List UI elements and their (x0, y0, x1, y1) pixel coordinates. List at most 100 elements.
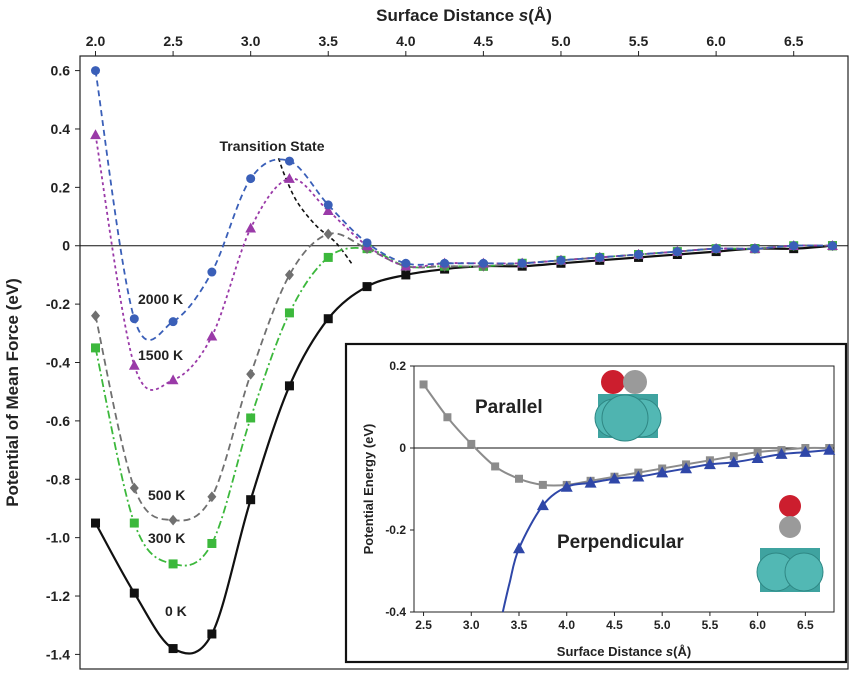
inset-x-tick-label: 4.0 (558, 618, 575, 632)
data-point (634, 249, 644, 259)
data-point (128, 359, 140, 370)
inset-y-tick-label: 0 (399, 441, 406, 455)
data-point (632, 470, 645, 482)
series-label: 300 K (148, 530, 185, 546)
data-point (608, 472, 621, 484)
x-axis-title-unit: (Å) (528, 6, 552, 25)
data-point (91, 310, 101, 322)
data-point (440, 258, 450, 268)
series-2000-k: 2000 K (91, 66, 837, 341)
x-tick-label: 3.0 (241, 33, 261, 49)
series-label: 2000 K (138, 291, 183, 307)
data-point (246, 495, 256, 505)
inset-y-axis-title: Potential Energy (eV) (361, 424, 376, 555)
data-point (207, 491, 217, 503)
surface-atom (601, 394, 649, 442)
series-line (94, 70, 833, 341)
data-point (168, 514, 178, 526)
carbon-atom-icon (623, 370, 647, 394)
y-tick-label: -0.2 (46, 296, 70, 312)
data-point (672, 247, 682, 257)
x-tick-label: 2.0 (86, 33, 106, 49)
y-tick-label: -0.8 (46, 471, 70, 487)
data-point (560, 480, 573, 492)
x-tick-label: 4.0 (396, 33, 416, 49)
data-point (401, 258, 411, 268)
data-point (751, 452, 764, 463)
data-point (129, 588, 139, 598)
inset-chart: 2.5 3.0 3.5 4.0 4.5 5.0 5.5 6.0 6.5 0.2 0 -0.2 -0.4 S… (344, 342, 848, 664)
data-point (680, 462, 693, 474)
series-label: 1500 K (138, 347, 183, 363)
data-point (168, 559, 178, 569)
data-point (323, 228, 333, 240)
series-label: 0 K (165, 603, 187, 619)
y-tick-label: 0.4 (51, 121, 71, 137)
y-tick-label: -1.4 (46, 646, 70, 662)
oxygen-atom-icon (601, 370, 625, 394)
data-point (478, 258, 488, 268)
inset-x-axis-title-unit: (Å) (673, 644, 691, 659)
y-tick-label: -0.4 (46, 355, 70, 371)
data-point (703, 458, 716, 470)
carbon-atom-icon (779, 516, 801, 538)
data-point (91, 66, 101, 76)
data-point (362, 238, 372, 248)
data-point (419, 380, 428, 389)
data-point (711, 244, 721, 254)
y-tick-label: 0.2 (51, 179, 71, 195)
transition-state-path (277, 157, 353, 264)
inset-x-tick-label: 6.5 (797, 618, 814, 632)
data-point (467, 439, 476, 448)
inset-x-tick-label: 4.5 (606, 618, 623, 632)
data-point (129, 314, 139, 324)
y-axis-title: Potential of Mean Force (eV) (3, 278, 22, 507)
y-tick-label: 0 (62, 238, 70, 254)
inset-x-tick-label: 3.0 (463, 618, 480, 632)
perpendicular-surface-icon (756, 495, 824, 592)
data-point (284, 381, 294, 391)
inset-plot-frame (413, 365, 835, 613)
series-label: 500 K (148, 487, 185, 503)
data-point (168, 317, 178, 327)
data-point (799, 445, 812, 457)
x-axis-title-var: s (519, 6, 528, 25)
data-point (129, 518, 139, 528)
data-point (91, 343, 101, 353)
data-point (245, 222, 257, 233)
data-point (207, 629, 217, 639)
data-point (323, 200, 333, 210)
data-point (536, 499, 549, 511)
data-point (167, 374, 179, 385)
series-label: Perpendicular (557, 532, 684, 553)
data-point (90, 129, 101, 140)
data-point (401, 270, 411, 280)
data-point (246, 368, 256, 380)
data-point (206, 330, 218, 341)
data-point (775, 447, 788, 459)
y-tick-label: -1.0 (46, 530, 70, 546)
data-point (538, 480, 547, 489)
inset-x-axis-title-var: s (666, 644, 673, 659)
inset-x-tick-label: 3.5 (511, 618, 528, 632)
data-point (517, 258, 527, 268)
main-chart: 2.0 2.5 3.0 3.5 4.0 4.5 5.0 5.5 6.0 6.5 0.6 0.4 0.2 0… (3, 6, 849, 670)
inset-frame (344, 342, 848, 664)
data-point (556, 255, 566, 265)
x-tick-label: 5.5 (629, 33, 649, 49)
inset-y-tick-label: 0.2 (389, 359, 406, 373)
inset-y-tick-label: -0.2 (385, 523, 406, 537)
transition-state-label: Transition State (219, 138, 324, 154)
data-point (491, 462, 500, 471)
series-line (501, 449, 830, 613)
inset-x-tick-label: 2.5 (415, 618, 432, 632)
data-point (727, 456, 740, 468)
data-point (284, 308, 294, 318)
data-point (322, 205, 334, 215)
x-axis-title: Surface Distance s(Å) (376, 6, 552, 25)
data-point (129, 482, 139, 494)
data-point (443, 413, 452, 422)
data-point (827, 241, 837, 251)
